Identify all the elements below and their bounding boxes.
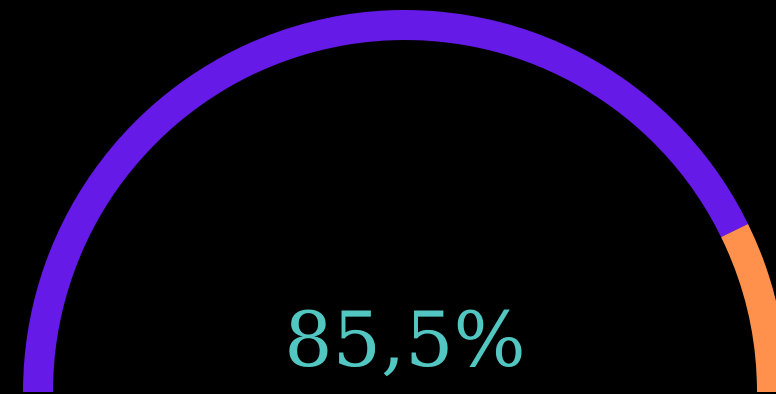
gauge-arc-remainder (721, 223, 776, 393)
gauge-arc-filled (23, 10, 749, 393)
gauge-value-label: 85,5% (284, 295, 525, 384)
